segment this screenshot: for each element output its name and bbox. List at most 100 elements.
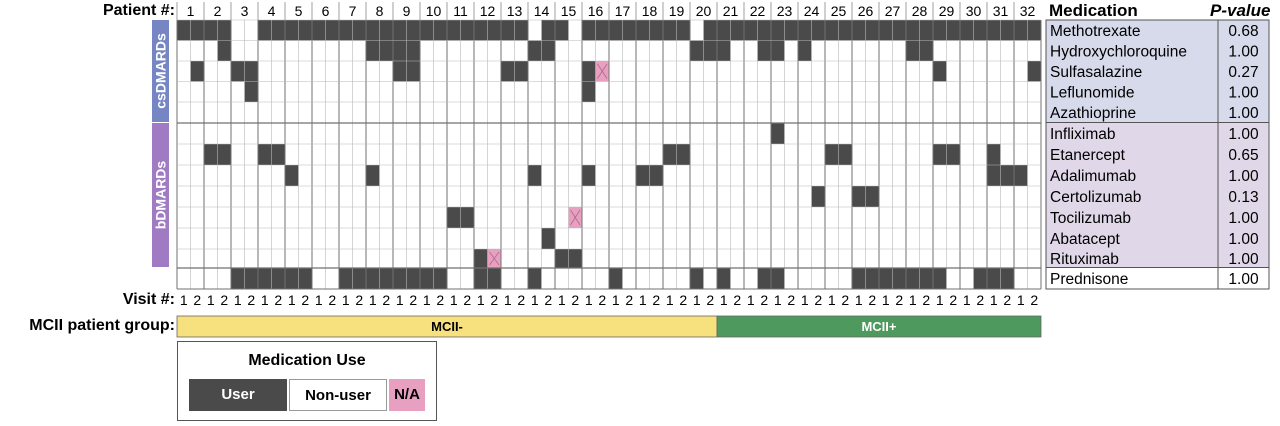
cell-user-rituximab-col-30	[568, 249, 582, 268]
medication-name-label: Etanercept	[1050, 147, 1126, 164]
group-bar-mcii-plus	[716, 315, 1042, 338]
medication-name-label: Leflunomide	[1050, 84, 1134, 101]
visit-number-label: 1	[504, 292, 512, 308]
visit-number-label: 2	[517, 292, 525, 308]
p-value-label: 1.00	[1228, 126, 1259, 143]
cell-user-methotrexate-col-2	[190, 20, 204, 41]
visit-number-label: 1	[990, 292, 998, 308]
patient-number-label: 15	[561, 3, 577, 19]
visit-number-label: 1	[180, 292, 188, 308]
visit-number-label: 1	[855, 292, 863, 308]
cell-user-adalimumab-col-31	[582, 165, 596, 186]
cell-user-infliximab-col-45	[771, 123, 785, 144]
cell-user-methotrexate-col-35	[636, 20, 650, 41]
visit-number-label: 1	[234, 292, 242, 308]
patient-number-label: 4	[268, 3, 276, 19]
p-value-label: 1.00	[1228, 84, 1259, 101]
visit-number-label: 2	[463, 292, 471, 308]
cell-user-methotrexate-col-55	[906, 20, 920, 41]
visit-number-label: 2	[733, 292, 741, 308]
visit-number-label: 2	[193, 292, 201, 308]
p-value-label: 0.27	[1228, 64, 1258, 81]
cell-user-prednisone-col-27	[528, 268, 542, 289]
cell-user-methotrexate-col-48	[811, 20, 825, 41]
cell-user-rituximab-col-29	[555, 249, 569, 268]
visit-number-label: 1	[693, 292, 701, 308]
cell-user-prednisone-col-57	[933, 268, 947, 289]
medication-name-label: Abatacept	[1050, 231, 1120, 248]
patient-number-label: 17	[615, 3, 631, 19]
cell-user-leflunomide-col-6	[244, 81, 258, 102]
cell-user-prednisone-col-13	[339, 268, 353, 289]
cell-user-methotrexate-col-26	[514, 20, 528, 41]
p-value-label: 1.00	[1228, 105, 1259, 122]
cell-user-hydroxychloroquine-col-41	[717, 40, 731, 61]
patient-number-label: 5	[295, 3, 303, 19]
cell-user-methotrexate-col-50	[838, 20, 852, 41]
cell-user-methotrexate-col-59	[960, 20, 974, 41]
cell-user-methotrexate-col-3	[204, 20, 218, 41]
patient-number-label: 9	[403, 3, 411, 19]
legend-na-swatch: N/A	[389, 379, 425, 411]
patient-number-label: 8	[376, 3, 384, 19]
cell-user-certolizumab-col-48	[811, 186, 825, 207]
bdmards-band	[152, 123, 169, 267]
patient-number-label: 11	[453, 3, 468, 19]
visit-number-label: 1	[720, 292, 728, 308]
patient-number-label: 21	[723, 3, 739, 19]
cell-user-methotrexate-col-13	[339, 20, 353, 41]
cell-user-methotrexate-col-54	[892, 20, 906, 41]
cell-user-prednisone-col-24	[487, 268, 501, 289]
visit-number-label: 1	[315, 292, 323, 308]
visit-number-label: 1	[342, 292, 350, 308]
cell-user-methotrexate-col-22	[460, 20, 474, 41]
cell-user-adalimumab-col-36	[649, 165, 663, 186]
patient-number-label: 14	[534, 3, 550, 19]
visit-number-label: 2	[1030, 292, 1038, 308]
cell-user-methotrexate-col-14	[352, 20, 366, 41]
visit-number-label: 2	[679, 292, 687, 308]
cell-user-methotrexate-col-49	[825, 20, 839, 41]
cell-user-etanercept-col-38	[676, 144, 690, 165]
cell-user-methotrexate-col-11	[312, 20, 326, 41]
cell-user-sulfasalazine-col-17	[393, 61, 407, 82]
cell-user-prednisone-col-52	[865, 268, 879, 289]
cell-user-hydroxychloroquine-col-44	[757, 40, 771, 61]
table-border	[1045, 19, 1270, 290]
cell-user-tocilizumab-col-21	[447, 207, 461, 228]
cell-user-methotrexate-col-64	[1027, 20, 1041, 41]
cell-user-methotrexate-col-31	[582, 20, 596, 41]
cell-user-methotrexate-col-53	[879, 20, 893, 41]
cell-user-prednisone-col-20	[433, 268, 447, 289]
visit-number-label: 2	[949, 292, 957, 308]
legend-user-swatch: User	[189, 379, 287, 411]
cell-user-hydroxychloroquine-col-18	[406, 40, 420, 61]
medication-name-label: Hydroxychloroquine	[1050, 43, 1187, 60]
cell-user-hydroxychloroquine-col-55	[906, 40, 920, 61]
cell-user-etanercept-col-7	[258, 144, 272, 165]
cell-user-prednisone-col-51	[852, 268, 866, 289]
visit-number-label: 2	[274, 292, 282, 308]
visit-number-label: 1	[531, 292, 539, 308]
cell-user-methotrexate-col-16	[379, 20, 393, 41]
visit-number-label: 1	[207, 292, 215, 308]
cell-user-sulfasalazine-col-6	[244, 61, 258, 82]
cell-user-adalimumab-col-27	[528, 165, 542, 186]
patient-header: Patient #:	[102, 2, 175, 19]
visit-number-label: 2	[301, 292, 309, 308]
medication-name-label: Tocilizumab	[1050, 210, 1131, 227]
patient-number-label: 25	[831, 3, 847, 19]
visit-number-label: 2	[490, 292, 498, 308]
p-value-label: 0.65	[1228, 147, 1258, 164]
cell-user-adalimumab-col-61	[987, 165, 1001, 186]
cell-user-prednisone-col-56	[919, 268, 933, 289]
cell-user-methotrexate-col-17	[393, 20, 407, 41]
cell-user-methotrexate-col-21	[447, 20, 461, 41]
patient-number-label: 3	[241, 3, 249, 19]
cell-user-sulfasalazine-col-2	[190, 61, 204, 82]
cell-user-adalimumab-col-9	[285, 165, 299, 186]
cell-user-hydroxychloroquine-col-47	[798, 40, 812, 61]
visit-number-label: 1	[288, 292, 296, 308]
patient-number-label: 10	[426, 3, 442, 19]
